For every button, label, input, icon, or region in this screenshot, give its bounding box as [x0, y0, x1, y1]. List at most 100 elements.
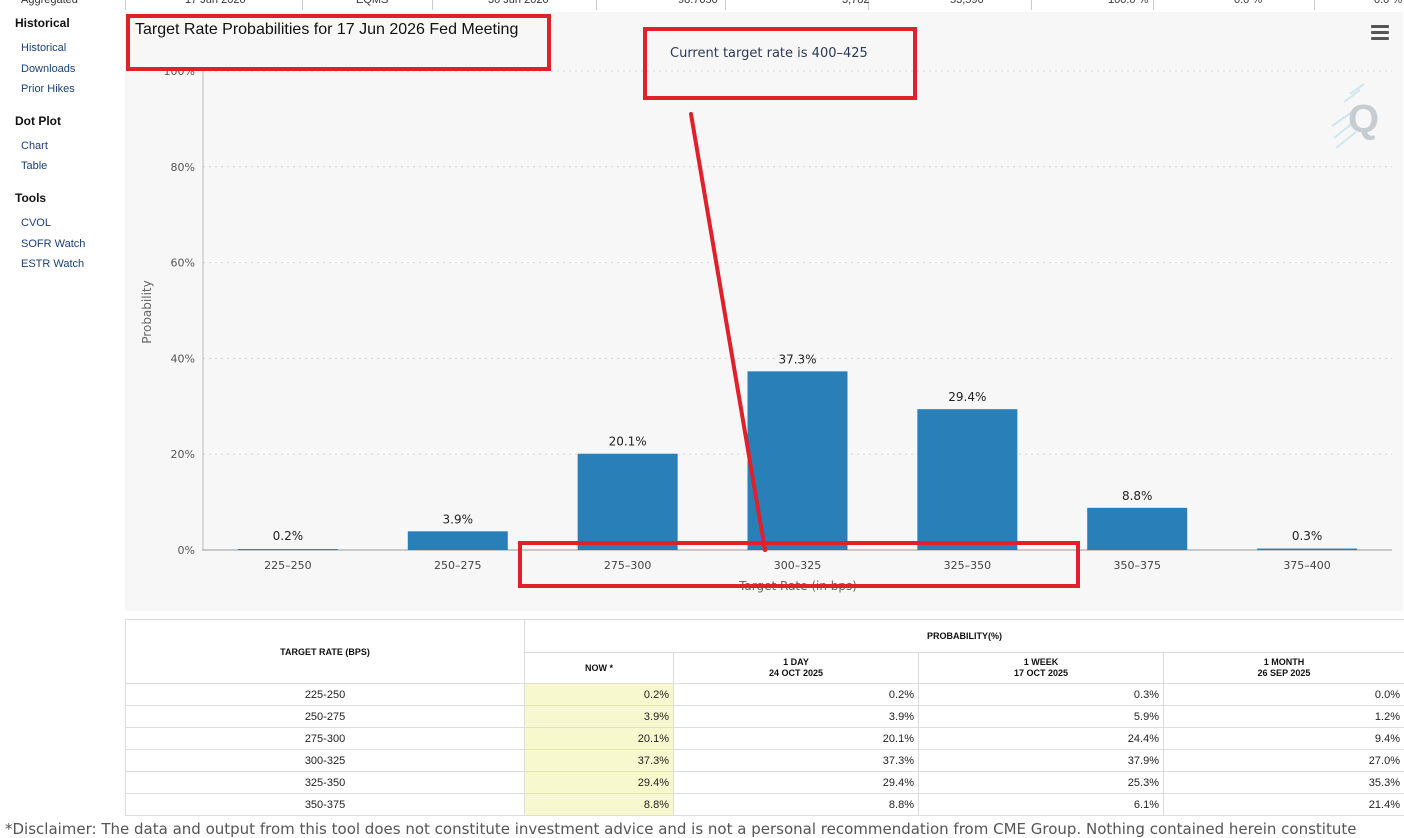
cell-month: 0.0% [1164, 684, 1404, 706]
data-label: 3.9% [443, 512, 474, 526]
disclaimer-text: *Disclaimer: The data and output from th… [5, 820, 1356, 838]
cell-day: 37.3% [674, 750, 919, 772]
sidebar-heading-dot-plot: Dot Plot [15, 114, 61, 128]
cell-now: 29.4% [525, 772, 674, 794]
bar-325–350 [917, 409, 1017, 550]
cell-week: 5.9% [919, 706, 1164, 728]
cell-month: 9.4% [1164, 728, 1404, 750]
title-highlight-box [126, 14, 551, 71]
cell-now: 3.9% [525, 706, 674, 728]
chart-panel: Target Rate Probabilities for 17 Jun 202… [125, 12, 1403, 611]
bar-250–275 [408, 531, 508, 550]
sidebar-item-historical[interactable]: Historical [21, 42, 66, 54]
top-cell: EQMS [356, 0, 388, 6]
cell-now: 37.3% [525, 750, 674, 772]
bar-275–300 [578, 454, 678, 550]
data-label: 0.2% [273, 529, 304, 543]
sidebar-item-sofr-watch[interactable]: SOFR Watch [21, 238, 85, 250]
y-tick-label: 0% [178, 544, 195, 557]
sidebar-heading-tools: Tools [15, 191, 46, 205]
y-tick-label: 80% [171, 161, 195, 174]
sidebar-heading-historical: Historical [15, 16, 70, 30]
top-cell: 30 Jun 2026 [488, 0, 549, 6]
y-tick-label: 60% [171, 257, 195, 270]
cell-now: 20.1% [525, 728, 674, 750]
cell-week: 6.1% [919, 794, 1164, 816]
top-cell: 98.7050 [678, 0, 718, 6]
top-cell: 17 Jun 2026 [185, 0, 246, 6]
x-tick-label: 250–275 [434, 559, 482, 572]
cell-week: 25.3% [919, 772, 1164, 794]
cell-rate: 300-325 [126, 750, 525, 772]
cell-day: 3.9% [674, 706, 919, 728]
table-divider [432, 0, 433, 10]
y-tick-label: 20% [171, 448, 195, 461]
cell-week: 37.9% [919, 750, 1164, 772]
cell-now: 0.2% [525, 684, 674, 706]
table-divider [596, 0, 597, 10]
top-cell: 53,596 [950, 0, 984, 6]
cell-week: 24.4% [919, 728, 1164, 750]
cell-rate: 225-250 [126, 684, 525, 706]
cell-day: 0.2% [674, 684, 919, 706]
sidebar-item-estr-watch[interactable]: ESTR Watch [21, 258, 84, 270]
rate-range-highlight-box [518, 541, 1080, 588]
cell-week: 0.3% [919, 684, 1164, 706]
cell-now: 8.8% [525, 794, 674, 816]
x-tick-label: 225–250 [264, 559, 312, 572]
cell-day: 20.1% [674, 728, 919, 750]
table-divider [1031, 0, 1032, 10]
y-tick-label: 40% [171, 352, 195, 365]
table-divider [125, 0, 126, 10]
sidebar-item-table[interactable]: Table [21, 160, 47, 172]
table-divider [725, 0, 726, 10]
cell-month: 27.0% [1164, 750, 1404, 772]
top-cell: 0.0 % [1374, 0, 1402, 6]
data-label: 0.3% [1292, 529, 1323, 543]
col-target-rate: TARGET RATE (BPS) [126, 620, 525, 684]
cell-month: 21.4% [1164, 794, 1404, 816]
data-label: 29.4% [948, 390, 986, 404]
table-divider [302, 0, 303, 10]
cell-rate: 325-350 [126, 772, 525, 794]
sidebar-item-downloads[interactable]: Downloads [21, 63, 75, 75]
data-label: 37.3% [778, 352, 816, 366]
cell-month: 35.3% [1164, 772, 1404, 794]
y-axis-title: Probability [140, 280, 154, 343]
x-tick-label: 350–375 [1113, 559, 1161, 572]
sidebar-item-chart[interactable]: Chart [21, 140, 48, 152]
col-now: NOW * [525, 653, 674, 684]
bar-375–400 [1257, 549, 1357, 550]
probability-table: TARGET RATE (BPS) PROBABILITY(%) NOW * 1… [125, 619, 1404, 816]
sidebar-item-cvol[interactable]: CVOL [21, 217, 51, 229]
data-label: 8.8% [1122, 489, 1153, 503]
top-cell: 100.0 % [1108, 0, 1148, 6]
bar-300–325 [748, 371, 848, 550]
top-table-fragment: Aggregated 17 Jun 2026 EQMS 30 Jun 2026 98.7… [0, 0, 1404, 10]
bar-225–250 [238, 549, 338, 550]
cell-rate: 275-300 [126, 728, 525, 750]
col-probability: PROBABILITY(%) [525, 620, 1404, 653]
table-divider [1153, 0, 1154, 10]
current-rate-highlight-box [643, 27, 917, 100]
top-cell: Aggregated [21, 0, 78, 6]
cell-rate: 350-375 [126, 794, 525, 816]
top-cell: 0.0 % [1234, 0, 1262, 6]
table-divider [1314, 0, 1315, 10]
x-tick-label: 375–400 [1283, 559, 1331, 572]
cell-day: 8.8% [674, 794, 919, 816]
cell-rate: 250-275 [126, 706, 525, 728]
bars [238, 371, 1357, 550]
top-cell: 3,782 [842, 0, 870, 6]
data-label: 20.1% [609, 435, 647, 449]
sidebar-item-prior-hikes[interactable]: Prior Hikes [21, 83, 75, 95]
